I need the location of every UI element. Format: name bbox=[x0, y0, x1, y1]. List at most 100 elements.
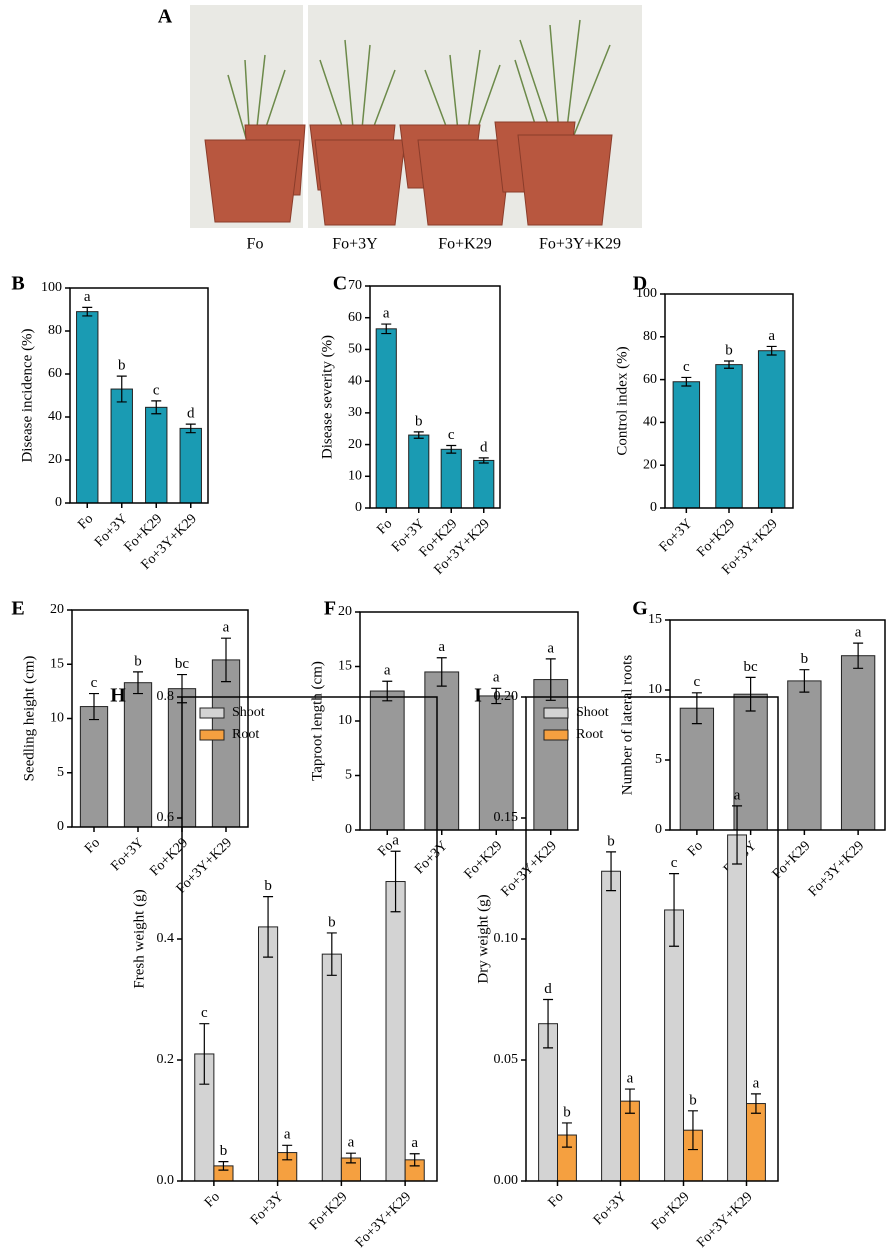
y-tick-label: 0.6 bbox=[157, 810, 175, 825]
bar bbox=[534, 680, 568, 830]
significance-letter: a bbox=[734, 787, 741, 803]
bar bbox=[376, 329, 396, 508]
photo: A Fo Fo+3Y Fo+K29 Fo+3Y+K29 bbox=[158, 5, 642, 253]
x-tick-label: Fo+K29 bbox=[462, 838, 506, 882]
bar bbox=[716, 365, 742, 508]
x-tick-label: Fo+K29 bbox=[147, 835, 191, 879]
significance-letter: c bbox=[201, 1005, 208, 1021]
y-tick-label: 0 bbox=[355, 500, 362, 515]
y-tick-label: 0.2 bbox=[157, 1052, 175, 1067]
y-axis-label: Number of lateral roots bbox=[619, 655, 635, 796]
bar bbox=[734, 694, 767, 830]
significance-letter: b bbox=[689, 1092, 697, 1108]
significance-letter: a bbox=[284, 1127, 291, 1143]
panel-letter: G bbox=[632, 598, 648, 620]
y-tick-label: 0.20 bbox=[494, 689, 519, 704]
significance-letter: a bbox=[493, 670, 500, 686]
legend-swatch bbox=[544, 708, 568, 718]
y-tick-label: 5 bbox=[57, 765, 64, 780]
x-tick-label: Fo+K29 bbox=[649, 1189, 693, 1233]
y-tick-label: 20 bbox=[50, 602, 64, 617]
y-tick-label: 50 bbox=[348, 342, 362, 357]
y-tick-label: 40 bbox=[348, 373, 362, 388]
x-tick-label: Fo+3Y bbox=[657, 516, 696, 555]
bar bbox=[673, 382, 699, 508]
y-axis-label: Taproot length (cm) bbox=[309, 661, 325, 781]
bar bbox=[409, 435, 429, 508]
y-axis-label: Disease incidence (%) bbox=[19, 328, 35, 462]
x-tick-label: Fo bbox=[374, 516, 395, 537]
x-tick-label: Fo+K29 bbox=[307, 1189, 351, 1233]
bar bbox=[77, 312, 98, 503]
significance-letter: c bbox=[683, 359, 690, 375]
x-tick-label: Fo+3Y+K29 bbox=[498, 838, 559, 899]
significance-letter: c bbox=[448, 427, 455, 443]
bar bbox=[212, 660, 239, 827]
significance-letter: b bbox=[725, 342, 733, 358]
y-tick-label: 10 bbox=[348, 469, 362, 484]
x-tick-label: Fo bbox=[75, 511, 96, 532]
x-tick-label: Fo+3Y bbox=[591, 1189, 630, 1228]
x-tick-label: Fo bbox=[546, 1189, 567, 1210]
significance-letter: b bbox=[563, 1104, 571, 1120]
y-tick-label: 20 bbox=[348, 437, 362, 452]
significance-letter: b bbox=[415, 413, 423, 429]
bar bbox=[80, 707, 107, 827]
panel-letter: B bbox=[11, 273, 24, 295]
bar bbox=[680, 708, 713, 830]
y-tick-label: 0.4 bbox=[157, 931, 175, 946]
significance-letter: a bbox=[392, 833, 399, 849]
bar bbox=[602, 871, 621, 1181]
panel-letter: I bbox=[474, 685, 482, 707]
significance-letter: b bbox=[607, 833, 615, 849]
bar bbox=[728, 835, 747, 1181]
y-tick-label: 10 bbox=[648, 682, 662, 697]
y-tick-label: 5 bbox=[345, 768, 352, 783]
bar bbox=[425, 672, 459, 830]
y-tick-label: 15 bbox=[338, 659, 352, 674]
bar bbox=[665, 910, 684, 1181]
legend-swatch bbox=[200, 730, 224, 740]
photo-divider bbox=[303, 5, 308, 228]
photo-caption: Fo+3Y bbox=[332, 236, 378, 253]
y-tick-label: 20 bbox=[338, 604, 352, 619]
legend-label: Shoot bbox=[576, 705, 609, 720]
y-tick-label: 100 bbox=[41, 280, 62, 295]
chart: GNumber of lateral roots051015FocFo+3Ybc… bbox=[619, 598, 885, 900]
significance-letter: a bbox=[223, 620, 230, 636]
y-tick-label: 10 bbox=[50, 711, 64, 726]
y-tick-label: 0 bbox=[345, 822, 352, 837]
significance-letter: c bbox=[694, 674, 701, 690]
significance-letter: b bbox=[801, 651, 809, 667]
legend-label: Root bbox=[232, 727, 259, 742]
x-tick-label: Fo+3Y+K29 bbox=[353, 1189, 414, 1250]
x-tick-label: Fo bbox=[202, 1189, 223, 1210]
panel-letter: C bbox=[333, 273, 347, 295]
y-tick-label: 10 bbox=[338, 713, 352, 728]
y-tick-label: 60 bbox=[643, 372, 657, 387]
figure: A Fo Fo+3Y Fo+K29 Fo+3Y+K29 B Disease inc… bbox=[0, 0, 890, 1256]
significance-letter: bc bbox=[175, 656, 190, 672]
x-tick-label: Fo+3Y+K29 bbox=[806, 838, 867, 899]
bar bbox=[747, 1104, 766, 1181]
y-tick-label: 70 bbox=[348, 278, 362, 293]
significance-letter: bc bbox=[744, 659, 759, 675]
y-tick-label: 0.0 bbox=[157, 1173, 175, 1188]
y-tick-label: 0 bbox=[650, 500, 657, 515]
bar bbox=[441, 449, 461, 508]
bar bbox=[322, 954, 341, 1181]
x-tick-label: Fo+3Y bbox=[108, 835, 147, 874]
legend-swatch bbox=[200, 708, 224, 718]
photo-caption: Fo+K29 bbox=[438, 236, 491, 253]
significance-letter: d bbox=[544, 981, 552, 997]
y-tick-label: 80 bbox=[643, 329, 657, 344]
y-tick-label: 0 bbox=[55, 495, 62, 510]
y-axis-label: Disease severity (%) bbox=[319, 335, 335, 459]
legend-label: Shoot bbox=[232, 705, 265, 720]
significance-letter: b bbox=[264, 878, 272, 894]
y-axis-label: Dry weight (g) bbox=[475, 894, 491, 983]
bar bbox=[841, 656, 874, 830]
